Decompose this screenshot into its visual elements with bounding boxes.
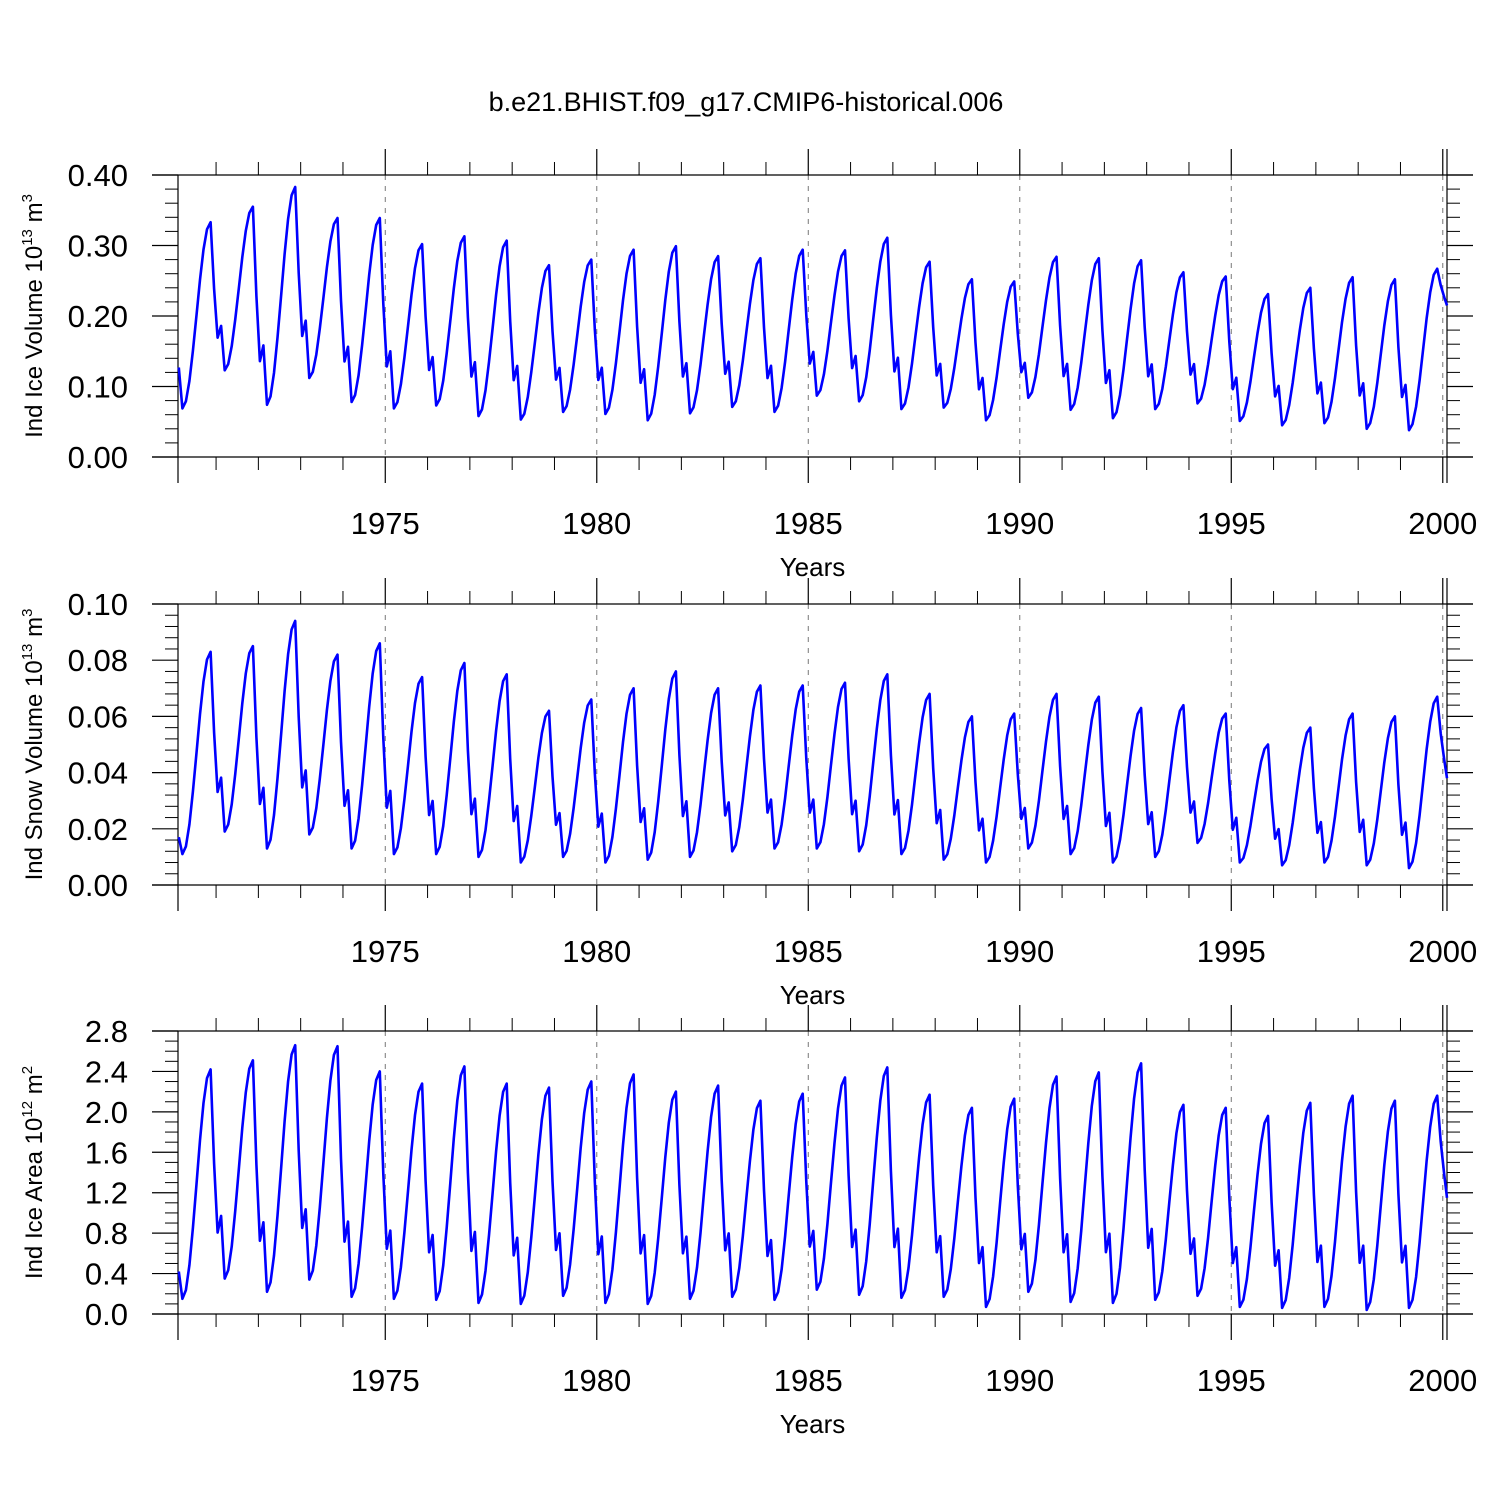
y-tick-label: 0.10 xyxy=(68,587,128,622)
y-axis-label-unit: m xyxy=(21,617,48,644)
y-axis-label-exponent: 12 xyxy=(19,1101,36,1118)
series-line xyxy=(177,185,1449,432)
snow-volume-panel: 0.00 0.02 0.04 0.06 0.08 0.10 1975 1980 1985 1990… xyxy=(19,578,1477,1010)
x-tick-label: 1975 xyxy=(351,1363,420,1398)
x-tick-label: 2000 xyxy=(1408,934,1477,969)
y-tick-label: 0.00 xyxy=(68,868,128,903)
x-tick-label: 1985 xyxy=(774,506,843,541)
x-tick-label: 1995 xyxy=(1197,1363,1266,1398)
series-line xyxy=(177,1043,1449,1312)
y-tick-label: 2.8 xyxy=(85,1014,128,1049)
y-tick-label: 2.4 xyxy=(85,1054,128,1089)
y-tick-label: 0.08 xyxy=(68,643,128,678)
y-axis-label: Ind Ice Area 1012 m2 xyxy=(19,1066,48,1279)
ice-area-panel: 0.0 0.4 0.8 1.2 1.6 2.0 2.4 2.8 1975 1980 1985 1990… xyxy=(19,1005,1477,1439)
x-tick-label: 1990 xyxy=(985,934,1054,969)
y-tick-label: 0.0 xyxy=(85,1297,128,1332)
series-line xyxy=(177,619,1449,870)
x-tick-label: 1990 xyxy=(985,1363,1054,1398)
y-tick-label: 0.04 xyxy=(68,756,128,791)
y-tick-label: 1.2 xyxy=(85,1176,128,1211)
x-tick-label: 1980 xyxy=(562,506,631,541)
x-tick-label: 1975 xyxy=(351,506,420,541)
y-axis-label: Ind Snow Volume 1013 m3 xyxy=(19,609,48,881)
x-axis-label: Years xyxy=(780,1409,846,1439)
y-axis-label-exponent: 13 xyxy=(19,229,36,246)
y-axis-label-exponent: 13 xyxy=(19,644,36,661)
x-tick-label: 1975 xyxy=(351,934,420,969)
y-tick-label: 0.00 xyxy=(68,440,128,475)
x-tick-label: 1980 xyxy=(562,934,631,969)
y-tick-label: 0.20 xyxy=(68,299,128,334)
y-tick-label: 2.0 xyxy=(85,1095,128,1130)
x-tick-label: 1980 xyxy=(562,1363,631,1398)
x-tick-label: 1995 xyxy=(1197,506,1266,541)
y-tick-label: 0.30 xyxy=(68,229,128,264)
y-axis-label-unit: m xyxy=(21,202,48,229)
y-axis-label-unit: m xyxy=(21,1074,48,1101)
ice-volume-panel: 0.00 0.10 0.20 0.30 0.40 1975 1980 1985 1990 1995… xyxy=(19,149,1477,582)
x-axis-label: Years xyxy=(780,552,846,582)
y-tick-label: 0.4 xyxy=(85,1257,128,1292)
figure-title: b.e21.BHIST.f09_g17.CMIP6-historical.006 xyxy=(489,87,1004,117)
y-axis-label-unit-exponent: 2 xyxy=(19,1066,36,1074)
y-axis-label-text: Ind Ice Area 10 xyxy=(21,1118,48,1279)
y-tick-label: 0.8 xyxy=(85,1216,128,1251)
y-axis-label-text: Ind Snow Volume 10 xyxy=(21,660,48,880)
y-tick-label: 0.02 xyxy=(68,812,128,847)
y-tick-label: 0.40 xyxy=(68,158,128,193)
x-tick-label: 1985 xyxy=(774,1363,843,1398)
y-tick-label: 0.10 xyxy=(68,370,128,405)
x-tick-label: 2000 xyxy=(1408,1363,1477,1398)
y-axis-label-unit-exponent: 3 xyxy=(19,609,36,617)
x-tick-label: 2000 xyxy=(1408,506,1477,541)
x-tick-label: 1985 xyxy=(774,934,843,969)
x-tick-label: 1990 xyxy=(985,506,1054,541)
y-tick-label: 0.06 xyxy=(68,699,128,734)
y-axis-label-unit-exponent: 3 xyxy=(19,194,36,202)
x-tick-label: 1995 xyxy=(1197,934,1266,969)
x-axis-label: Years xyxy=(780,980,846,1010)
y-axis-label-text: Ind Ice Volume 10 xyxy=(21,246,48,438)
y-tick-label: 1.6 xyxy=(85,1135,128,1170)
y-axis-label: Ind Ice Volume 1013 m3 xyxy=(19,194,48,438)
